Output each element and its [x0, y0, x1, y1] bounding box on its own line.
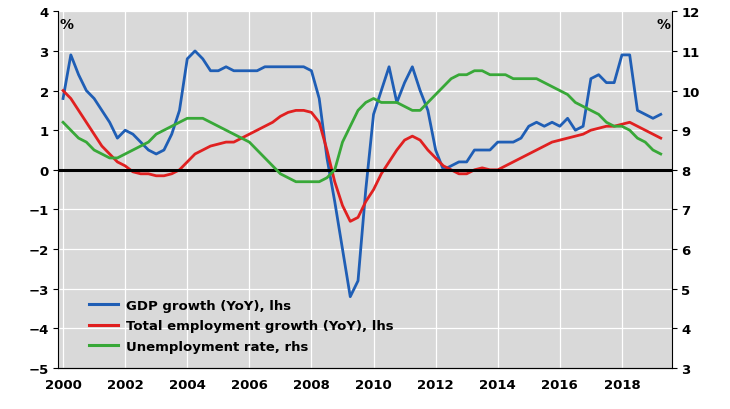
Text: %: % [656, 18, 670, 31]
Legend: GDP growth (YoY), lhs, Total employment growth (YoY), lhs, Unemployment rate, rh: GDP growth (YoY), lhs, Total employment … [83, 294, 399, 358]
Text: %: % [60, 18, 74, 31]
